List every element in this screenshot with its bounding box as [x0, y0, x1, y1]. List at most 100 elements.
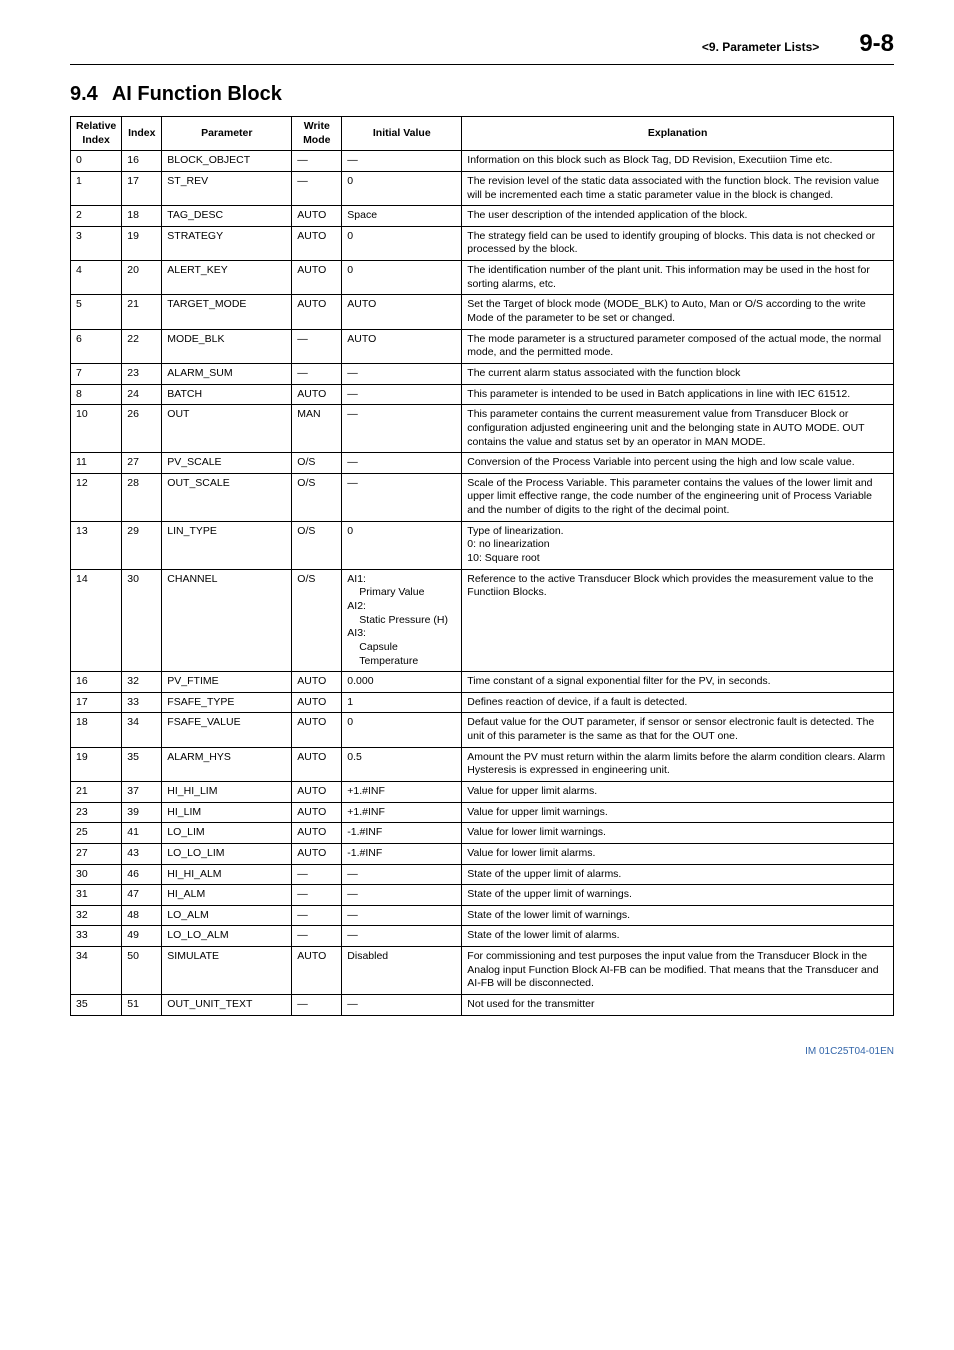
cell-initial-value: — — [342, 405, 462, 453]
cell-relative-index: 27 — [71, 843, 122, 864]
cell-write-mode: — — [292, 864, 342, 885]
cell-parameter: LO_LO_ALM — [162, 926, 292, 947]
cell-write-mode: AUTO — [292, 802, 342, 823]
cell-parameter: CHANNEL — [162, 569, 292, 671]
cell-explanation: The identification number of the plant u… — [462, 261, 894, 295]
cell-relative-index: 34 — [71, 947, 122, 995]
cell-relative-index: 17 — [71, 692, 122, 713]
table-body: 016BLOCK_OBJECT——Information on this blo… — [71, 151, 894, 1015]
cell-index: 41 — [122, 823, 162, 844]
col-header-explanation: Explanation — [462, 117, 894, 151]
table-header-row: Relative Index Index Parameter Write Mod… — [71, 117, 894, 151]
cell-explanation: The user description of the intended app… — [462, 206, 894, 227]
cell-initial-value: — — [342, 151, 462, 172]
cell-explanation: State of the upper limit of alarms. — [462, 864, 894, 885]
cell-write-mode: — — [292, 363, 342, 384]
cell-index: 18 — [122, 206, 162, 227]
cell-explanation: State of the upper limit of warnings. — [462, 885, 894, 906]
cell-initial-value: 0 — [342, 713, 462, 747]
section-name: AI Function Block — [112, 83, 282, 105]
cell-parameter: ALARM_HYS — [162, 747, 292, 781]
col-header-relative-index: Relative Index — [71, 117, 122, 151]
cell-parameter: BATCH — [162, 384, 292, 405]
cell-index: 47 — [122, 885, 162, 906]
cell-parameter: HI_LIM — [162, 802, 292, 823]
cell-index: 34 — [122, 713, 162, 747]
cell-parameter: OUT_UNIT_TEXT — [162, 995, 292, 1016]
col-header-write-mode: Write Mode — [292, 117, 342, 151]
cell-relative-index: 23 — [71, 802, 122, 823]
cell-relative-index: 1 — [71, 171, 122, 205]
cell-index: 49 — [122, 926, 162, 947]
table-row: 1127PV_SCALEO/S—Conversion of the Proces… — [71, 453, 894, 474]
table-row: 824BATCHAUTO—This parameter is intended … — [71, 384, 894, 405]
cell-index: 23 — [122, 363, 162, 384]
cell-write-mode: O/S — [292, 569, 342, 671]
table-row: 1935ALARM_HYSAUTO0.5Amount the PV must r… — [71, 747, 894, 781]
cell-parameter: FSAFE_VALUE — [162, 713, 292, 747]
cell-relative-index: 32 — [71, 905, 122, 926]
cell-write-mode: AUTO — [292, 947, 342, 995]
cell-relative-index: 8 — [71, 384, 122, 405]
cell-parameter: FSAFE_TYPE — [162, 692, 292, 713]
cell-relative-index: 3 — [71, 226, 122, 260]
cell-initial-value: Space — [342, 206, 462, 227]
cell-index: 46 — [122, 864, 162, 885]
cell-write-mode: AUTO — [292, 261, 342, 295]
cell-write-mode: O/S — [292, 473, 342, 521]
cell-relative-index: 21 — [71, 781, 122, 802]
table-row: 1632PV_FTIMEAUTO0.000Time constant of a … — [71, 672, 894, 693]
col-header-initial-value: Initial Value — [342, 117, 462, 151]
cell-relative-index: 5 — [71, 295, 122, 329]
section-number: 9.4 — [70, 83, 98, 105]
cell-explanation: This parameter contains the current meas… — [462, 405, 894, 453]
cell-explanation: Value for lower limit warnings. — [462, 823, 894, 844]
table-row: 218TAG_DESCAUTOSpaceThe user description… — [71, 206, 894, 227]
init-struct-value: Capsule Temperature — [347, 641, 456, 668]
cell-write-mode: — — [292, 151, 342, 172]
page-number: 9-8 — [859, 30, 894, 58]
cell-parameter: ALERT_KEY — [162, 261, 292, 295]
cell-explanation: For commissioning and test purposes the … — [462, 947, 894, 995]
cell-write-mode: — — [292, 171, 342, 205]
col-header-index: Index — [122, 117, 162, 151]
table-row: 016BLOCK_OBJECT——Information on this blo… — [71, 151, 894, 172]
cell-explanation: The revision level of the static data as… — [462, 171, 894, 205]
cell-index: 48 — [122, 905, 162, 926]
table-row: 1430CHANNELO/SAI1:Primary ValueAI2:Stati… — [71, 569, 894, 671]
section-title: 9.4 AI Function Block — [70, 83, 894, 106]
cell-parameter: OUT_SCALE — [162, 473, 292, 521]
table-row: 1026OUTMAN—This parameter contains the c… — [71, 405, 894, 453]
cell-parameter: TARGET_MODE — [162, 295, 292, 329]
table-row: 2541LO_LIMAUTO-1.#INFValue for lower lim… — [71, 823, 894, 844]
cell-initial-value: — — [342, 864, 462, 885]
cell-parameter: LO_LIM — [162, 823, 292, 844]
cell-initial-value: 0 — [342, 521, 462, 569]
cell-initial-value: +1.#INF — [342, 781, 462, 802]
cell-index: 24 — [122, 384, 162, 405]
cell-parameter: HI_ALM — [162, 885, 292, 906]
cell-write-mode: AUTO — [292, 206, 342, 227]
init-struct-key: AI2: — [347, 600, 456, 614]
cell-index: 17 — [122, 171, 162, 205]
cell-explanation: Amount the PV must return within the ala… — [462, 747, 894, 781]
table-row: 521TARGET_MODEAUTOAUTOSet the Target of … — [71, 295, 894, 329]
cell-index: 51 — [122, 995, 162, 1016]
cell-write-mode: AUTO — [292, 384, 342, 405]
table-row: 3450SIMULATEAUTODisabledFor commissionin… — [71, 947, 894, 995]
cell-explanation: Defines reaction of device, if a fault i… — [462, 692, 894, 713]
cell-write-mode: — — [292, 885, 342, 906]
cell-relative-index: 2 — [71, 206, 122, 227]
table-row: 319STRATEGYAUTO0The strategy field can b… — [71, 226, 894, 260]
cell-parameter: LO_LO_LIM — [162, 843, 292, 864]
cell-explanation: Not used for the transmitter — [462, 995, 894, 1016]
cell-index: 22 — [122, 329, 162, 363]
cell-parameter: SIMULATE — [162, 947, 292, 995]
table-row: 2339HI_LIMAUTO+1.#INFValue for upper lim… — [71, 802, 894, 823]
table-row: 622MODE_BLK—AUTOThe mode parameter is a … — [71, 329, 894, 363]
cell-initial-value: 0.5 — [342, 747, 462, 781]
cell-index: 20 — [122, 261, 162, 295]
table-row: 3147HI_ALM——State of the upper limit of … — [71, 885, 894, 906]
table-row: 117ST_REV—0The revision level of the sta… — [71, 171, 894, 205]
cell-explanation: Information on this block such as Block … — [462, 151, 894, 172]
